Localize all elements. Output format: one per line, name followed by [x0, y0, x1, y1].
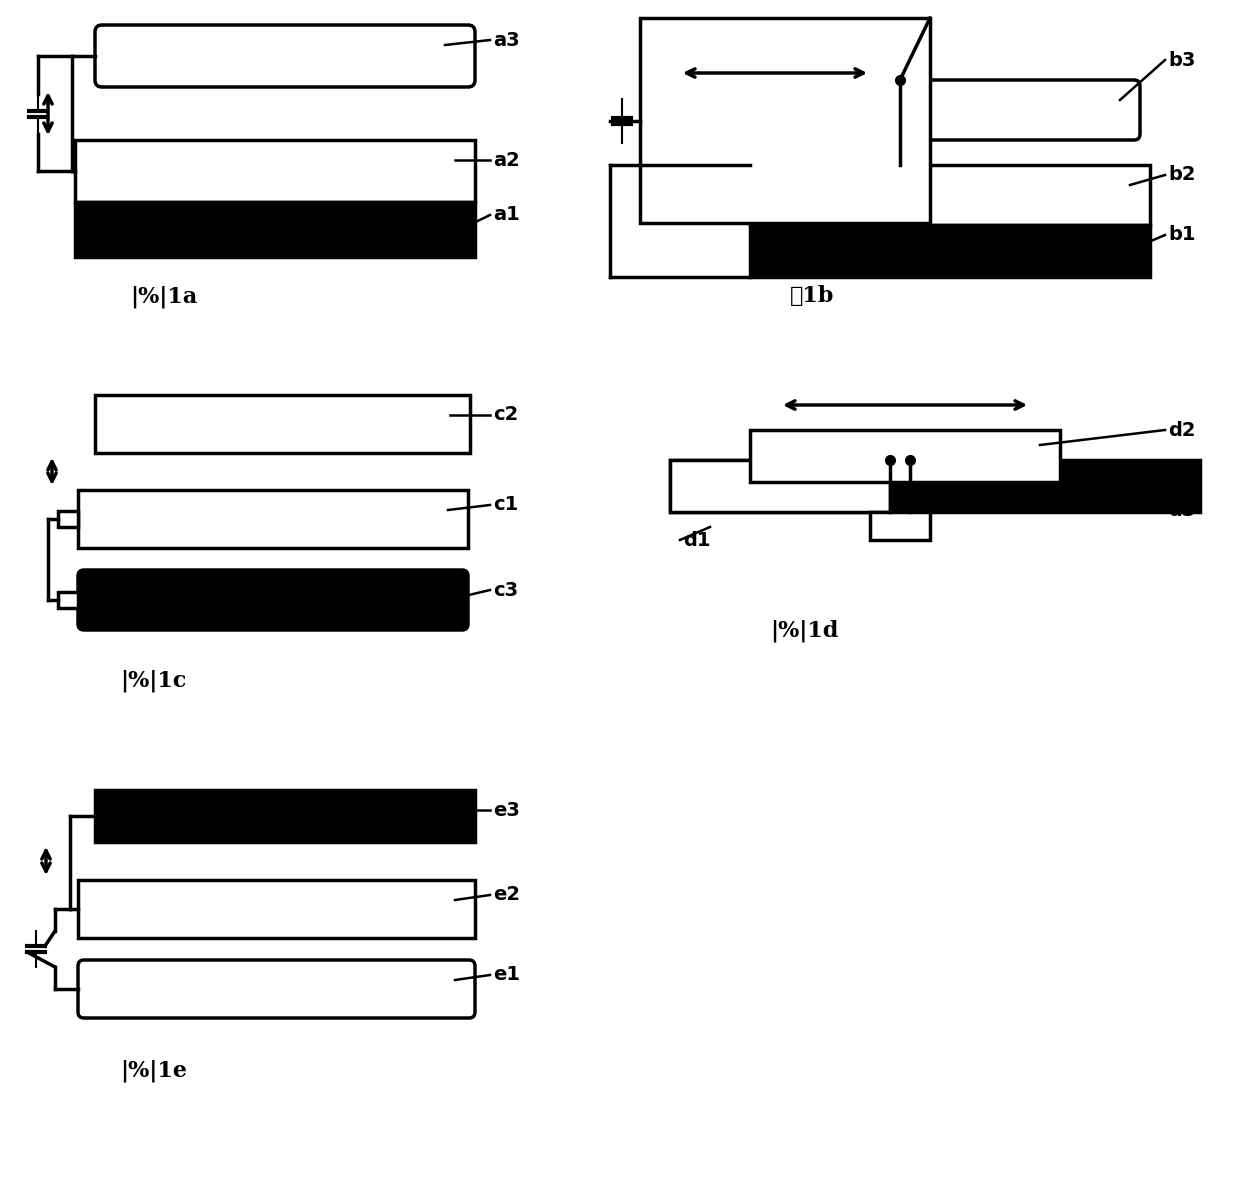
Text: a1: a1 — [494, 206, 520, 225]
Text: |%|1d: |%|1d — [770, 620, 838, 643]
Bar — [58, 593, 78, 608]
Bar — [750, 165, 1149, 225]
Bar — [670, 460, 1200, 512]
FancyBboxPatch shape — [78, 960, 475, 1017]
Bar — [95, 790, 475, 841]
Bar — [750, 225, 1149, 277]
Text: 图1b: 图1b — [790, 285, 835, 306]
FancyBboxPatch shape — [78, 570, 467, 630]
Text: a3: a3 — [494, 30, 520, 49]
Text: c2: c2 — [494, 406, 518, 425]
Bar — [78, 490, 467, 548]
Bar — [750, 430, 1060, 482]
Bar — [870, 512, 930, 540]
Text: d3: d3 — [1168, 500, 1195, 519]
Text: b1: b1 — [1168, 225, 1195, 244]
Bar — [95, 395, 470, 452]
Text: b3: b3 — [1168, 50, 1195, 69]
Text: c1: c1 — [494, 496, 518, 515]
Bar — [78, 880, 475, 938]
FancyBboxPatch shape — [95, 25, 475, 87]
Bar — [74, 140, 475, 202]
Text: |%|1e: |%|1e — [120, 1061, 187, 1082]
Text: e2: e2 — [494, 886, 520, 905]
Text: e3: e3 — [494, 801, 520, 820]
Text: a2: a2 — [494, 151, 520, 170]
Text: c3: c3 — [494, 581, 518, 600]
Bar — [58, 511, 78, 527]
Text: e1: e1 — [494, 966, 520, 984]
Text: d2: d2 — [1168, 420, 1195, 439]
Text: d1: d1 — [683, 530, 711, 549]
Bar — [640, 18, 930, 223]
Text: |%|1c: |%|1c — [120, 670, 186, 693]
Bar — [670, 460, 890, 512]
Text: |%|1a: |%|1a — [130, 285, 197, 308]
Bar — [74, 202, 475, 257]
Text: b2: b2 — [1168, 165, 1195, 184]
FancyBboxPatch shape — [839, 80, 1140, 140]
